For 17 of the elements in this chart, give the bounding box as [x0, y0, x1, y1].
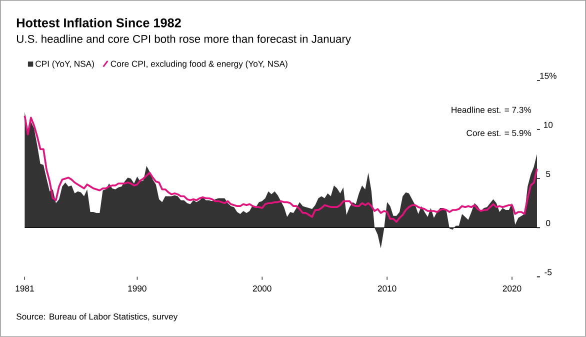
chart-title: Hottest Inflation Since 1982: [16, 18, 181, 28]
annotation: Headline est. = 7.3%: [452, 106, 532, 113]
y-tick-label: 15%: [540, 72, 556, 79]
x-tick-label: 1981: [16, 285, 34, 292]
y-tick-label: 10: [544, 122, 553, 128]
chart-subtitle: U.S. headline and core CPI both rose more than forecast in January: [16, 34, 351, 46]
x-tick-label: 2000: [252, 285, 272, 292]
legend-label: CPI (YoY, NSA): [36, 60, 94, 69]
x-tick-label: 2010: [378, 285, 396, 292]
x-tick-label: 1990: [128, 285, 146, 292]
y-tick-label: 0: [546, 220, 550, 226]
source-note: Source: Bureau of Labor Statistics, survey: [16, 313, 178, 322]
legend-label: Core CPI, excluding food & energy (YoY, NSA): [110, 60, 288, 69]
x-tick-label: 2020: [502, 285, 522, 292]
y-tick-label: -5: [544, 269, 552, 276]
annotation: Core est. = 5.9%: [466, 130, 532, 136]
y-tick-label: 5: [546, 171, 550, 178]
